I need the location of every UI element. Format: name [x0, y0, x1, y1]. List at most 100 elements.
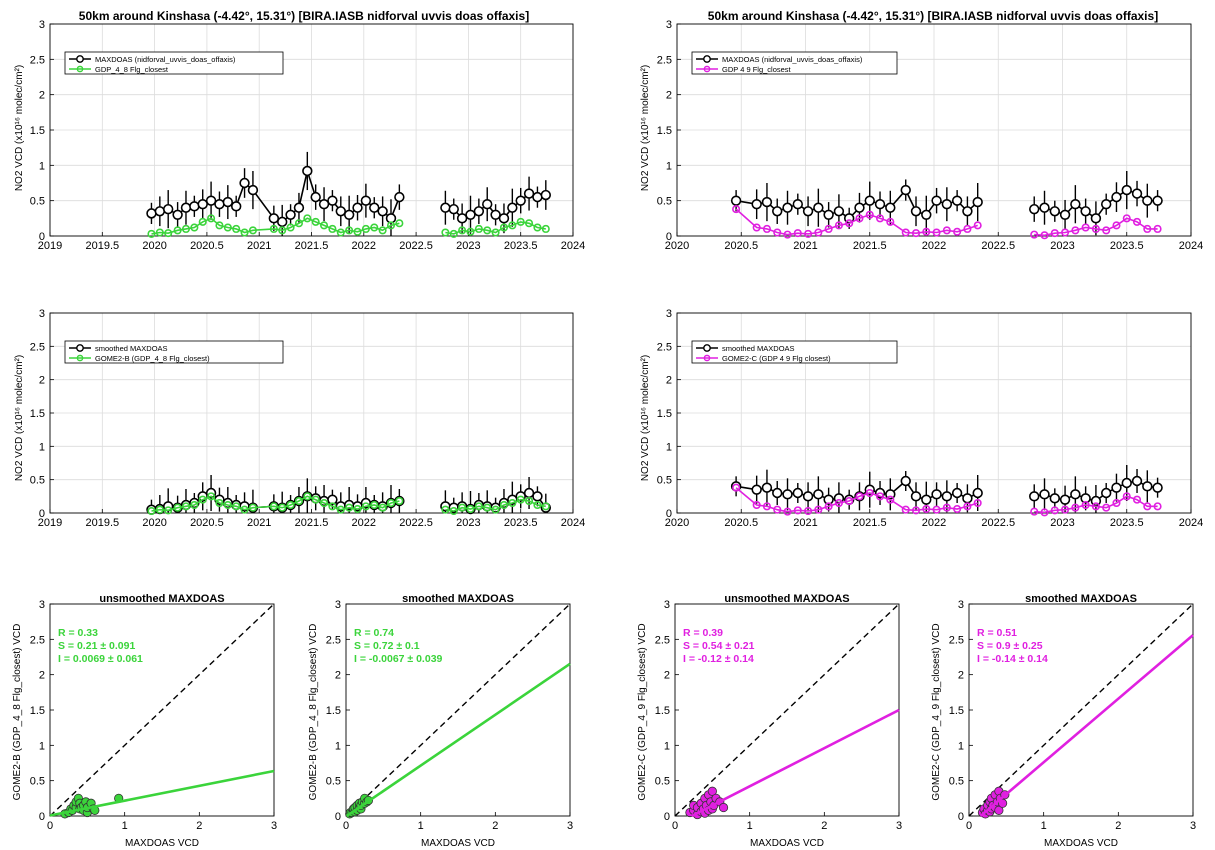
panel-scatter-1: unsmoothed MAXDOAS MAXDOAS VCD GOME2-B (… [12, 593, 277, 849]
stats-text: R = 0.51 [977, 627, 1017, 639]
one-to-one-line [674, 603, 900, 817]
scatter-title: unsmoothed MAXDOAS [99, 593, 224, 605]
data-point [1142, 481, 1153, 492]
panel-scatter-4: smoothed MAXDOAS MAXDOAS VCD GOME2-C (GD… [931, 593, 1196, 849]
scatter-title: unsmoothed MAXDOAS [724, 593, 849, 605]
data-point [248, 503, 257, 512]
y-tick-label: 2 [666, 90, 672, 102]
data-point [972, 487, 983, 499]
data-point [523, 487, 535, 499]
data-point [1131, 188, 1143, 199]
data-point [532, 191, 543, 203]
data-point [1142, 195, 1153, 206]
data-point [449, 229, 458, 238]
y-tick-label: 2.5 [657, 54, 672, 66]
data-point [181, 224, 190, 233]
x-tick-label: 2 [196, 820, 202, 832]
x-tick-label: 2023 [456, 240, 480, 252]
data-point [345, 503, 354, 512]
data-point [508, 498, 517, 507]
x-tick-label: 2021 [793, 240, 817, 252]
data-point [458, 226, 467, 235]
x-axis-label: MAXDOAS VCD [421, 838, 495, 849]
data-point [197, 199, 208, 210]
data-point [1059, 494, 1071, 505]
y-tick-label: 1 [666, 441, 672, 453]
legend-label: smoothed MAXDOAS [95, 344, 168, 353]
data-point [311, 217, 320, 226]
data-point [1112, 221, 1121, 230]
panel-ts-top-right: 50km around Kinshasa (-4.42°, 15.31°) [B… [640, 9, 1203, 252]
legend-label: GDP_4_8 Flg_closest [95, 65, 169, 74]
data-point [147, 506, 156, 515]
x-tick-label: 2021.5 [853, 517, 887, 529]
y-tick-label: 3 [664, 599, 670, 611]
data-point [353, 504, 362, 513]
y-axis-label: NO2 VCD (x10¹⁶ molec/cm²) [640, 65, 651, 191]
data-point [172, 209, 183, 221]
data-point [762, 224, 771, 233]
y-tick-label: 1.5 [30, 125, 45, 137]
legend-marker [76, 65, 84, 73]
data-point [1133, 217, 1142, 226]
x-axis-label: MAXDOAS VCD [125, 838, 199, 849]
data-point [164, 229, 173, 238]
x-tick-label: 2019 [38, 240, 62, 252]
data-point [814, 505, 823, 514]
data-point [855, 214, 864, 223]
x-tick-label: 0 [966, 820, 972, 832]
data-point [353, 227, 362, 236]
x-tick-label: 2020 [142, 240, 166, 252]
data-point [900, 184, 911, 196]
data-point [146, 208, 157, 219]
x-tick-label: 2021.5 [295, 517, 329, 529]
data-point [515, 195, 526, 206]
x-tick-label: 1 [1041, 820, 1047, 832]
data-point [533, 500, 542, 509]
x-tick-label: 2024 [561, 240, 585, 252]
x-tick-label: 2 [821, 820, 827, 832]
y-tick-label: 2.5 [30, 54, 45, 66]
x-axis-label: MAXDOAS VCD [1044, 838, 1118, 849]
data-point [732, 483, 741, 492]
data-point [320, 221, 329, 230]
stats-text: S = 0.9 ± 0.25 [977, 640, 1043, 652]
y-axis-label: GOME2-C (GDP_4_9 Flg_closest) VCD [931, 623, 942, 800]
data-point [1153, 224, 1162, 233]
data-point [458, 503, 467, 512]
data-point [328, 224, 337, 233]
x-tick-label: 2024 [561, 517, 585, 529]
data-point [532, 491, 543, 502]
data-point [466, 227, 475, 236]
data-point [466, 504, 475, 513]
legend-label: MAXDOAS (nidforval_uvvis_doas_offaxis) [95, 55, 236, 64]
data-point [824, 224, 833, 233]
data-point [886, 217, 895, 226]
data-point [345, 226, 354, 235]
data-point [222, 196, 234, 208]
data-point [215, 498, 224, 507]
x-tick-label: 2023.5 [504, 240, 538, 252]
data-point [901, 505, 910, 514]
x-tick-label: 2022.5 [399, 517, 433, 529]
data-point [1061, 228, 1070, 237]
data-point [901, 228, 910, 237]
data-point [327, 494, 338, 505]
data-point [198, 217, 207, 226]
data-point [394, 191, 405, 203]
data-point [180, 202, 192, 213]
data-point [845, 219, 854, 228]
plot-area: 2019 2019.5 2020 2020.5 2021 2021.5 2022 2022.5… [30, 308, 586, 529]
x-tick-label: 2020 [142, 517, 166, 529]
data-point [386, 498, 395, 507]
data-point [762, 502, 771, 511]
data-point [286, 500, 295, 509]
y-tick-label: 1.5 [30, 705, 45, 717]
data-point [320, 498, 329, 507]
data-point [1071, 503, 1080, 512]
one-to-one-line [345, 603, 571, 817]
data-point [483, 503, 492, 512]
data-point [751, 484, 762, 495]
data-point [483, 226, 492, 235]
